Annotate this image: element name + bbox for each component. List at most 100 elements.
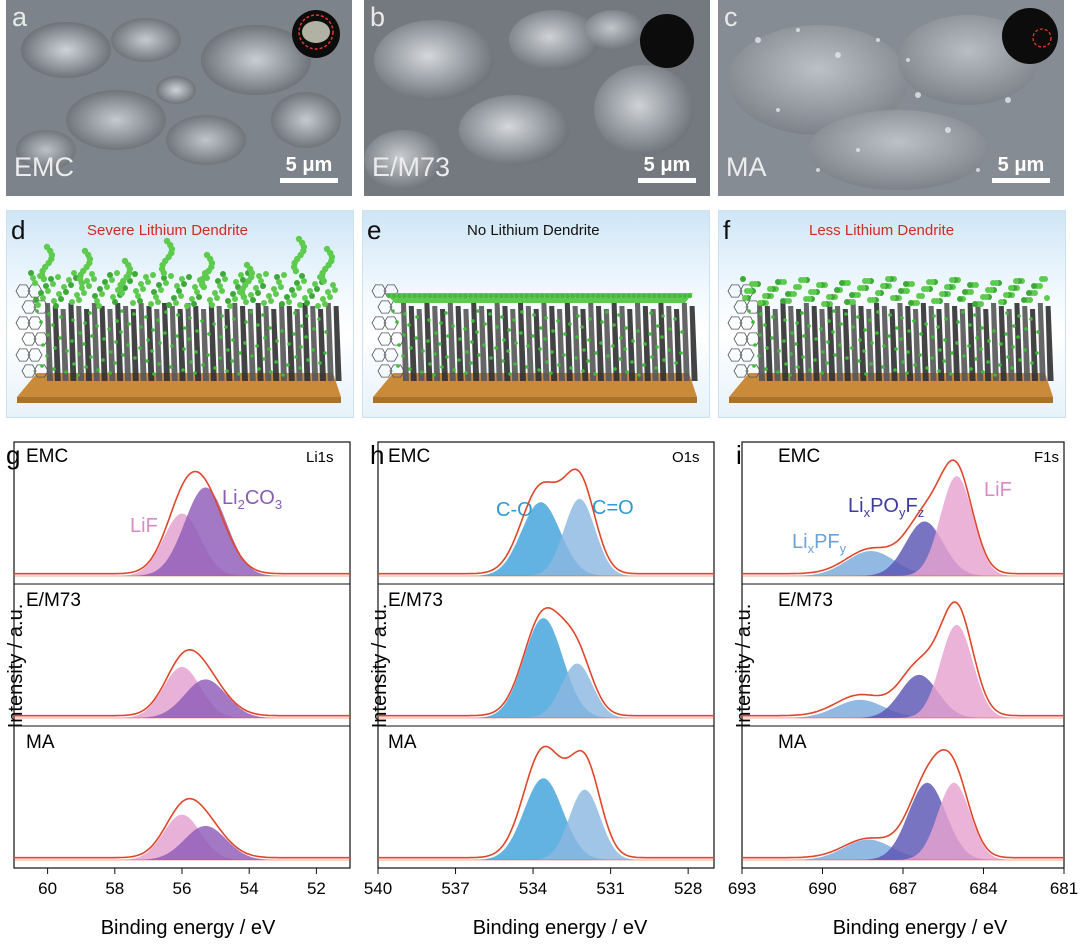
annotation-lixpfy: LixPFy: [792, 531, 847, 556]
envelope-curve: [742, 459, 1064, 575]
scale-text: 5 μm: [285, 154, 333, 176]
core-label-i: F1s: [1034, 449, 1059, 466]
panel-letter-h: h: [370, 440, 384, 470]
xlabel-i: Binding energy / eV: [833, 917, 1008, 939]
annotation-li2co3: Li2CO3: [222, 487, 282, 512]
host-framework: [15, 284, 342, 381]
panel-letter-i: i: [736, 440, 742, 470]
ylabel-g: Intensity / a.u.: [5, 604, 27, 729]
electrode-photo-inset: [292, 10, 340, 58]
sample-label: E/M73: [778, 590, 833, 611]
dendrite: [292, 267, 300, 275]
component-peak-lixpoyfz: [742, 782, 1064, 860]
dendrite: [200, 283, 208, 291]
dendrite: [160, 269, 168, 277]
lithium-deposit: [391, 309, 684, 377]
x-tick-label: 687: [889, 879, 917, 898]
dendrite: [40, 275, 48, 283]
sample-label: EMC: [388, 446, 430, 467]
schematic-panel-e: e No Lithium Dendrite: [362, 210, 710, 418]
scale-bar: 5 μm: [638, 154, 696, 183]
envelope-curve: [378, 468, 714, 575]
scale-text: 5 μm: [643, 154, 691, 176]
x-tick-label: 693: [728, 879, 756, 898]
annotation-lixpoyfz: LixPOyFz: [848, 495, 924, 520]
sample-label: E/M73: [372, 152, 451, 182]
panel-letter: f: [723, 215, 731, 245]
envelope-curve: [742, 748, 1064, 859]
sample-label: E/M73: [388, 590, 443, 611]
xlabel-g: Binding energy / eV: [101, 917, 276, 939]
xps-charts: g h i Binding energy / eV Binding energy…: [5, 440, 1078, 939]
copper-substrate-edge: [17, 397, 341, 403]
scale-text: 5 μm: [997, 154, 1045, 176]
dendrite: [320, 277, 328, 285]
x-tick-label: 58: [105, 879, 124, 898]
sample-label: MA: [26, 732, 55, 753]
dendrite: [118, 289, 126, 297]
sem-image-em73: b E/M73 5 μm: [364, 0, 710, 196]
envelope-curve: [378, 745, 714, 859]
scale-bar-line: [280, 178, 338, 183]
dendrite-layer: [28, 235, 338, 309]
component-peak-li2co3: [14, 825, 350, 860]
x-tick-label: 681: [1050, 879, 1078, 898]
scale-bar-line: [638, 178, 696, 183]
core-label-h: O1s: [672, 449, 700, 466]
panel-letter: d: [11, 215, 26, 245]
envelope-curve: [14, 648, 350, 717]
plot-frame: [377, 441, 715, 869]
component-peak-lif: [14, 814, 350, 860]
component-peak-lixpoyfz: [742, 521, 1064, 576]
scale-bar-line: [992, 178, 1050, 183]
schematic-drawing: [15, 235, 342, 403]
component-peak-co: [378, 618, 714, 718]
sample-label: EMC: [26, 446, 68, 467]
envelope-curve: [742, 601, 1064, 717]
schematic-panel-f: f Less Lithium Dendrite: [718, 210, 1066, 418]
sample-label: MA: [726, 152, 767, 182]
ylabel-h: Intensity / a.u.: [369, 604, 391, 729]
x-tick-label: 537: [441, 879, 469, 898]
xlabel-h: Binding energy / eV: [473, 917, 648, 939]
core-label-g: Li1s: [306, 449, 334, 466]
schematic-title: No Lithium Dendrite: [467, 222, 600, 239]
ylabel-i: Intensity / a.u.: [733, 604, 755, 729]
schematic-drawing: [371, 284, 698, 403]
dendrite-layer: [740, 276, 1050, 307]
panel-letter-g: g: [6, 440, 20, 470]
component-peak-lif: [14, 666, 350, 718]
x-tick-label: 52: [307, 879, 326, 898]
sem-image-emc: a EMC 5 μm: [6, 0, 352, 196]
x-tick-label: 60: [38, 879, 57, 898]
x-tick-label: 54: [240, 879, 259, 898]
x-tick-label: 690: [808, 879, 836, 898]
x-tick-label: 684: [969, 879, 997, 898]
electrode-photo-inset: [640, 14, 694, 68]
schematic-title: Severe Lithium Dendrite: [87, 222, 248, 239]
annotation-cdo: C=O: [592, 497, 634, 519]
scale-bar: 5 μm: [280, 154, 338, 183]
panel-letter: e: [367, 215, 382, 245]
component-peak-lixpoyfz: [742, 674, 1064, 718]
sample-label: E/M73: [26, 590, 81, 611]
sem-image-ma: c MA 5 μm: [718, 0, 1064, 196]
component-peak-co: [378, 778, 714, 860]
schematic-title: Less Lithium Dendrite: [809, 222, 955, 239]
annotation-lif-f1s: LiF: [984, 479, 1012, 501]
copper-substrate-edge: [373, 397, 697, 403]
lithium-deposit: [35, 309, 328, 377]
dendrite: [78, 279, 86, 287]
x-tick-label: 540: [364, 879, 392, 898]
copper-substrate-edge: [729, 397, 1053, 403]
x-tick-label: 531: [596, 879, 624, 898]
plot-frame: [13, 441, 351, 869]
sample-label: EMC: [778, 446, 820, 467]
dendrite: [240, 293, 248, 301]
panel-letter: b: [370, 2, 386, 32]
x-tick-label: 56: [173, 879, 192, 898]
component-peak-co: [378, 502, 714, 576]
component-peak-lixpfy: [742, 699, 1064, 718]
envelope-curve: [14, 797, 350, 859]
scale-bar: 5 μm: [992, 154, 1050, 183]
